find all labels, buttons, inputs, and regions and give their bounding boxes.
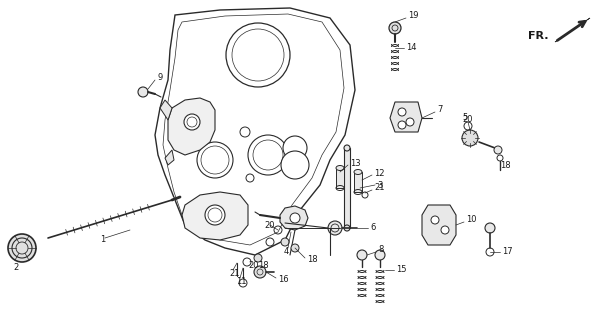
- Circle shape: [197, 142, 233, 178]
- Polygon shape: [555, 18, 590, 42]
- Circle shape: [138, 87, 148, 97]
- Circle shape: [248, 135, 288, 175]
- Text: 1: 1: [100, 236, 105, 244]
- Text: 20: 20: [462, 116, 473, 124]
- Text: FR.: FR.: [528, 31, 548, 41]
- Circle shape: [283, 136, 307, 160]
- Text: 20: 20: [248, 260, 258, 269]
- Circle shape: [184, 114, 200, 130]
- Text: 3: 3: [377, 180, 382, 189]
- Text: 11: 11: [236, 277, 246, 286]
- Polygon shape: [160, 100, 172, 120]
- Text: 18: 18: [307, 255, 318, 265]
- Polygon shape: [168, 98, 215, 155]
- Bar: [354, 172, 362, 192]
- Text: 2: 2: [13, 263, 19, 273]
- Ellipse shape: [354, 170, 362, 174]
- Text: 5: 5: [462, 114, 468, 123]
- Circle shape: [441, 226, 449, 234]
- Text: 19: 19: [408, 12, 418, 20]
- Circle shape: [398, 108, 406, 116]
- Circle shape: [281, 238, 289, 246]
- Text: 10: 10: [466, 215, 477, 225]
- Text: 13: 13: [350, 158, 361, 167]
- Circle shape: [226, 23, 290, 87]
- Text: 12: 12: [374, 169, 385, 178]
- Circle shape: [290, 213, 300, 223]
- Circle shape: [328, 221, 342, 235]
- Text: 20: 20: [264, 220, 275, 229]
- Circle shape: [406, 118, 414, 126]
- Bar: [336, 168, 344, 188]
- Circle shape: [281, 151, 309, 179]
- Polygon shape: [165, 150, 174, 165]
- Polygon shape: [280, 206, 308, 230]
- Circle shape: [344, 145, 350, 151]
- Circle shape: [254, 266, 266, 278]
- Circle shape: [291, 244, 299, 252]
- Polygon shape: [182, 192, 248, 240]
- Circle shape: [389, 22, 401, 34]
- Circle shape: [398, 121, 406, 129]
- Text: 4: 4: [284, 247, 289, 257]
- Circle shape: [240, 127, 250, 137]
- Ellipse shape: [336, 165, 344, 171]
- Circle shape: [362, 192, 368, 198]
- Text: 14: 14: [406, 44, 417, 52]
- Polygon shape: [155, 8, 355, 255]
- Circle shape: [246, 174, 254, 182]
- Circle shape: [344, 225, 350, 231]
- Polygon shape: [422, 205, 456, 245]
- Circle shape: [494, 146, 502, 154]
- Circle shape: [485, 223, 495, 233]
- Text: 15: 15: [396, 266, 406, 275]
- Circle shape: [431, 216, 439, 224]
- Circle shape: [254, 254, 262, 262]
- Circle shape: [462, 130, 478, 146]
- Text: 21: 21: [229, 269, 240, 278]
- Polygon shape: [390, 102, 422, 132]
- Circle shape: [239, 279, 247, 287]
- Text: 21: 21: [374, 183, 385, 193]
- Text: 18: 18: [258, 260, 268, 269]
- Bar: [344, 148, 350, 228]
- Text: 7: 7: [437, 106, 442, 115]
- Text: 17: 17: [502, 247, 513, 257]
- Circle shape: [357, 250, 367, 260]
- Circle shape: [205, 205, 225, 225]
- Circle shape: [8, 234, 36, 262]
- Text: 6: 6: [370, 223, 376, 233]
- Circle shape: [375, 250, 385, 260]
- Text: 18: 18: [500, 162, 510, 171]
- Text: 8: 8: [378, 245, 383, 254]
- Text: 9: 9: [157, 74, 163, 83]
- Text: 16: 16: [278, 276, 288, 284]
